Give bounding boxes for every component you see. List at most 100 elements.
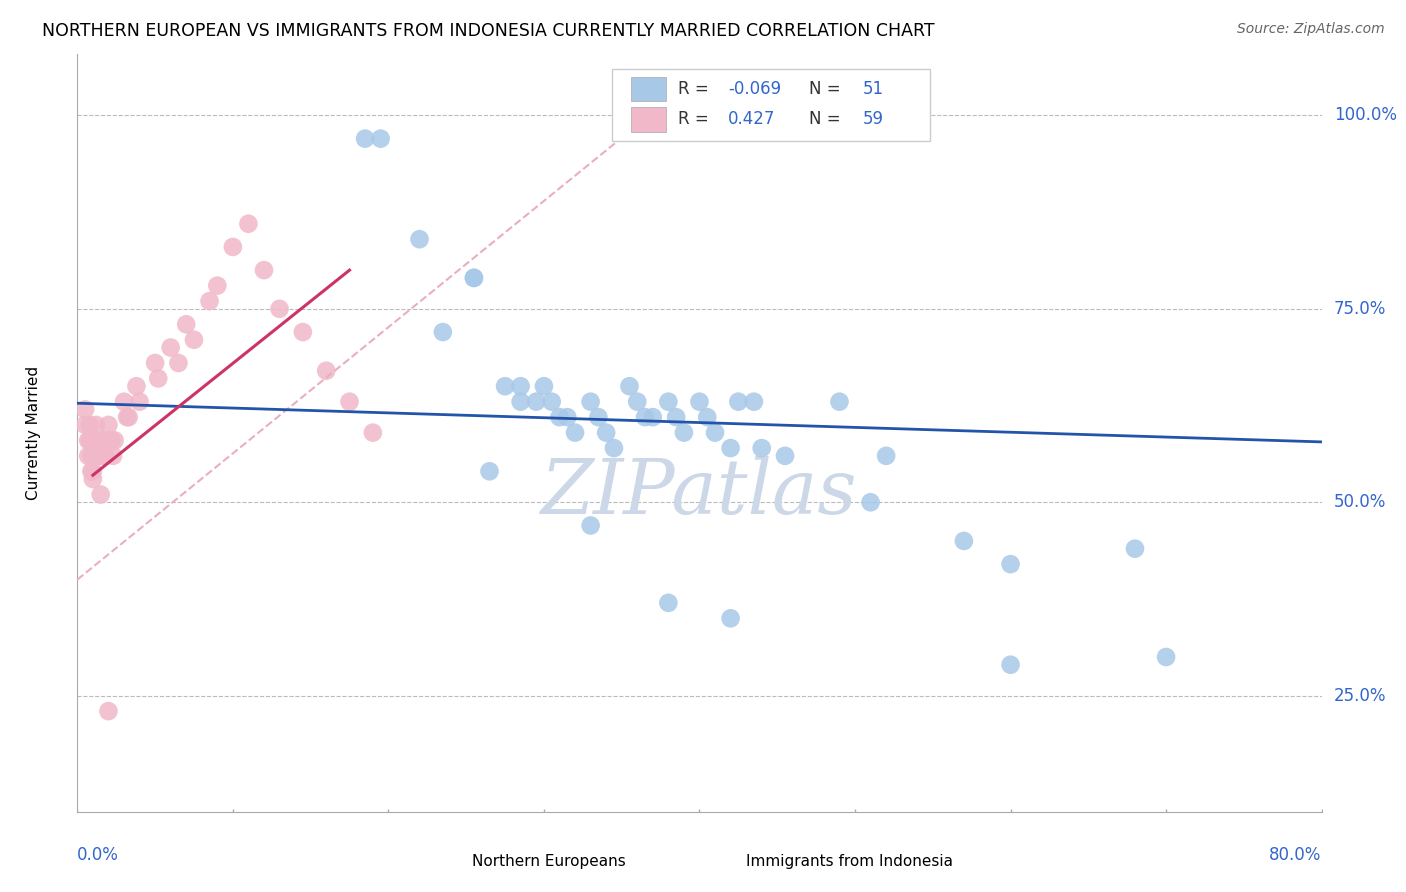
Point	[100, 434, 122, 448]
Text: NORTHERN EUROPEAN VS IMMIGRANTS FROM INDONESIA CURRENTLY MARRIED CORRELATION CHA: NORTHERN EUROPEAN VS IMMIGRANTS FROM IND…	[42, 22, 935, 40]
Point	[588, 410, 610, 425]
Point	[167, 356, 190, 370]
Point	[82, 434, 104, 448]
Bar	[631, 77, 666, 102]
Text: 100.0%: 100.0%	[1334, 106, 1398, 124]
Point	[82, 472, 104, 486]
Point	[579, 518, 602, 533]
Point	[354, 131, 377, 145]
Point	[742, 394, 765, 409]
Point	[118, 410, 141, 425]
Point	[370, 131, 392, 145]
Point	[641, 410, 664, 425]
Point	[315, 364, 337, 378]
Point	[84, 434, 107, 448]
Point	[672, 425, 695, 440]
Text: 25.0%: 25.0%	[1334, 687, 1386, 705]
Point	[79, 434, 101, 448]
Point	[626, 394, 648, 409]
Point	[238, 217, 260, 231]
Point	[79, 417, 101, 432]
Text: 75.0%: 75.0%	[1334, 300, 1386, 318]
Text: 59: 59	[862, 111, 883, 128]
Point	[101, 449, 124, 463]
Point	[875, 449, 897, 463]
Point	[619, 379, 641, 393]
Point	[665, 410, 688, 425]
Point	[291, 325, 314, 339]
Point	[478, 464, 501, 478]
Point	[657, 596, 679, 610]
Point	[125, 379, 148, 393]
Text: R =: R =	[678, 111, 714, 128]
Text: 50.0%: 50.0%	[1334, 493, 1386, 511]
Point	[953, 533, 976, 548]
Text: 80.0%: 80.0%	[1270, 846, 1322, 863]
Point	[595, 425, 617, 440]
Point	[159, 341, 181, 355]
Point	[115, 410, 138, 425]
Point	[509, 379, 531, 393]
Point	[564, 425, 586, 440]
Text: Immigrants from Indonesia: Immigrants from Indonesia	[745, 854, 952, 869]
Point	[93, 434, 115, 448]
Point	[533, 379, 555, 393]
Point	[104, 434, 127, 448]
Point	[80, 464, 103, 478]
Point	[696, 410, 718, 425]
Text: N =: N =	[808, 80, 846, 98]
Point	[253, 263, 276, 277]
Point	[269, 301, 291, 316]
Point	[84, 417, 107, 432]
Point	[94, 449, 117, 463]
Point	[1154, 650, 1177, 665]
Point	[97, 704, 120, 718]
Point	[339, 394, 361, 409]
Point	[859, 495, 882, 509]
Point	[198, 294, 221, 309]
Text: Source: ZipAtlas.com: Source: ZipAtlas.com	[1237, 22, 1385, 37]
Point	[91, 449, 114, 463]
Bar	[631, 107, 666, 132]
Point	[524, 394, 547, 409]
Point	[555, 410, 578, 425]
Point	[1000, 657, 1022, 672]
Point	[720, 441, 742, 455]
Point	[720, 611, 742, 625]
Point	[1000, 557, 1022, 571]
Point	[828, 394, 851, 409]
Point	[603, 441, 626, 455]
Point	[773, 449, 796, 463]
Point	[634, 410, 657, 425]
Point	[540, 394, 562, 409]
Point	[579, 394, 602, 409]
Point	[112, 394, 135, 409]
Text: Northern Europeans: Northern Europeans	[472, 854, 626, 869]
Point	[657, 394, 679, 409]
Point	[494, 379, 516, 393]
Point	[87, 449, 110, 463]
FancyBboxPatch shape	[613, 69, 929, 141]
Point	[148, 371, 170, 385]
Bar	[706, 847, 738, 875]
Text: Currently Married: Currently Married	[27, 366, 41, 500]
Point	[90, 449, 112, 463]
Point	[86, 434, 108, 448]
Point	[432, 325, 454, 339]
Point	[174, 318, 197, 332]
Text: 0.427: 0.427	[728, 111, 776, 128]
Point	[222, 240, 245, 254]
Point	[183, 333, 205, 347]
Bar	[432, 847, 464, 875]
Point	[80, 449, 103, 463]
Point	[548, 410, 571, 425]
Point	[77, 434, 100, 448]
Point	[509, 394, 531, 409]
Point	[98, 434, 121, 448]
Point	[361, 425, 384, 440]
Point	[75, 417, 97, 432]
Text: R =: R =	[678, 80, 714, 98]
Point	[77, 449, 100, 463]
Point	[128, 394, 150, 409]
Text: N =: N =	[808, 111, 846, 128]
